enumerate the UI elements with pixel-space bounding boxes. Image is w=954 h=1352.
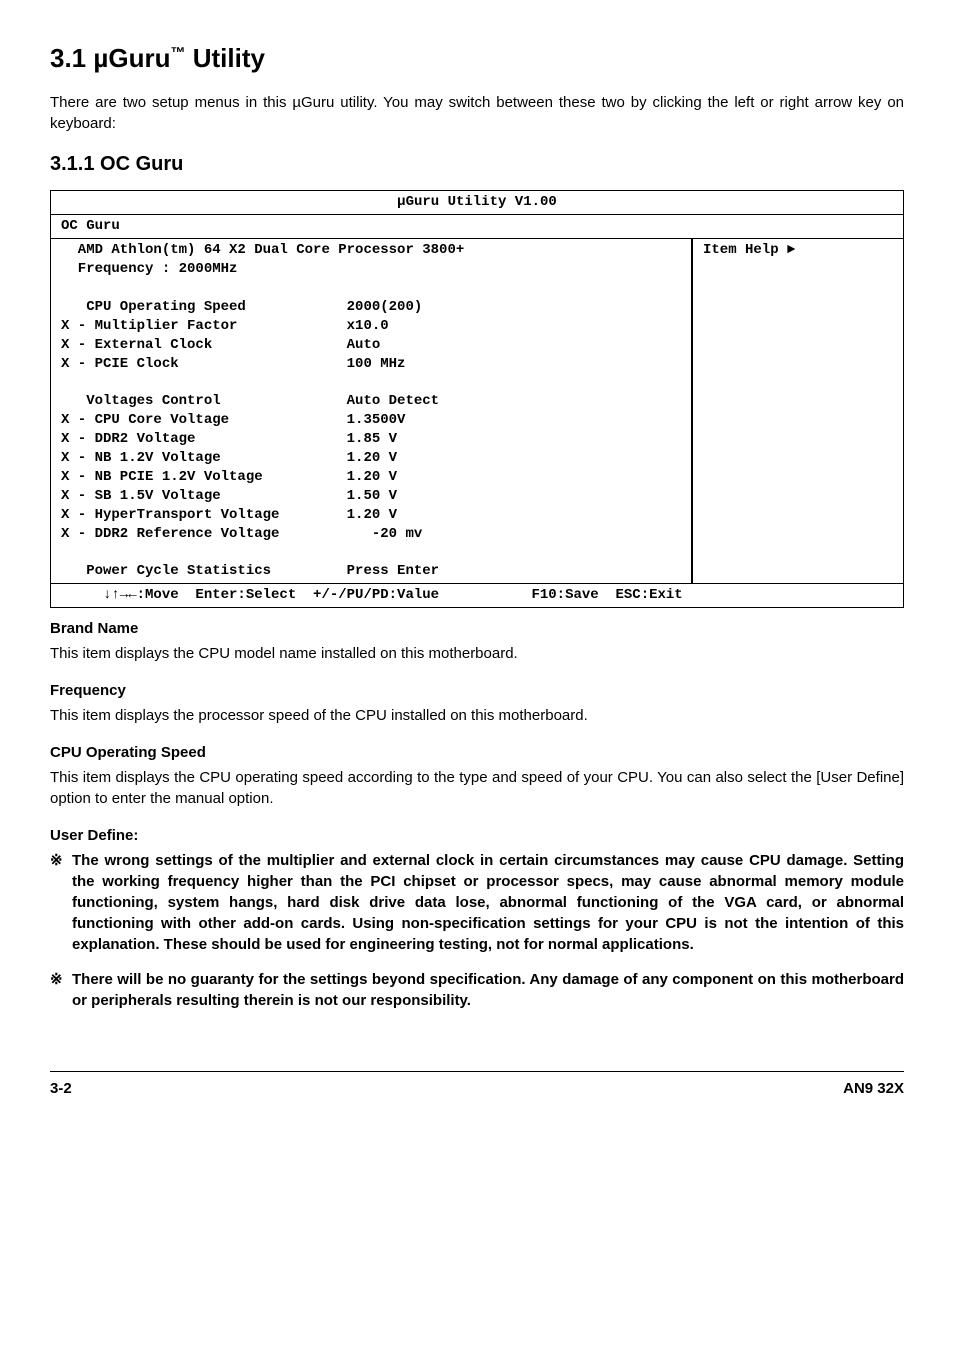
user-define-label: User Define:: [50, 825, 904, 846]
heading-prefix: µGuru: [93, 43, 170, 73]
section-body: This item displays the processor speed o…: [50, 705, 904, 726]
heading-sup: ™: [170, 44, 185, 61]
bios-title: µGuru Utility V1.00: [51, 191, 904, 215]
subheading: 3.1.1 OC Guru: [50, 150, 904, 178]
page-footer: 3-2 AN9 32X: [50, 1071, 904, 1099]
page-heading: 3.1 µGuru™ Utility: [50, 40, 904, 76]
section-title: Brand Name: [50, 618, 904, 639]
footer-right: AN9 32X: [843, 1078, 904, 1099]
intro-paragraph: There are two setup menus in this µGuru …: [50, 92, 904, 134]
bios-tab: OC Guru: [51, 215, 904, 239]
heading-suffix: Utility: [193, 43, 265, 73]
note-item: ※There will be no guaranty for the setti…: [50, 969, 904, 1011]
notes-list: ※The wrong settings of the multiplier an…: [50, 850, 904, 1011]
section-body: This item displays the CPU model name in…: [50, 643, 904, 664]
footer-left: 3-2: [50, 1078, 72, 1099]
bios-screen: µGuru Utility V1.00 OC Guru AMD Athlon(t…: [50, 190, 904, 608]
heading-number: 3.1: [50, 43, 86, 73]
bios-body: AMD Athlon(tm) 64 X2 Dual Core Processor…: [51, 239, 693, 584]
section-title: CPU Operating Speed: [50, 742, 904, 763]
note-marker: ※: [50, 969, 72, 1011]
note-body: The wrong settings of the multiplier and…: [72, 850, 904, 955]
bios-help: Item Help ►: [692, 239, 904, 584]
section-title: Frequency: [50, 680, 904, 701]
note-marker: ※: [50, 850, 72, 955]
note-body: There will be no guaranty for the settin…: [72, 969, 904, 1011]
bios-footer: ↓↑→←:Move Enter:Select +/-/PU/PD:Value F…: [51, 584, 904, 608]
note-item: ※The wrong settings of the multiplier an…: [50, 850, 904, 955]
section-body: This item displays the CPU operating spe…: [50, 767, 904, 809]
